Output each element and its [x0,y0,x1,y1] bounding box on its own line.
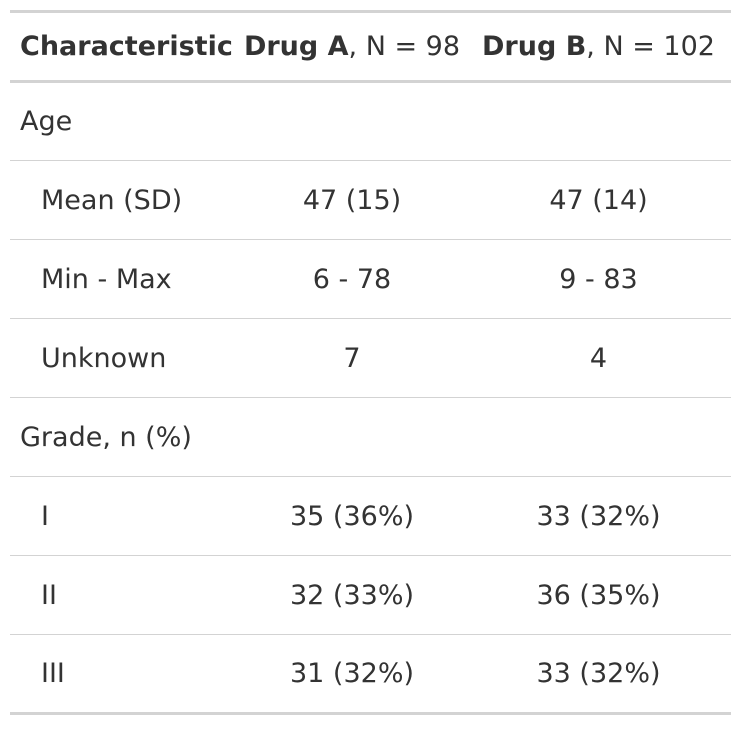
table-row: I 35 (36%) 33 (32%) [10,476,731,556]
cell-drug-b: 33 (32%) [466,476,731,556]
cell-drug-b: 47 (14) [466,160,731,240]
header-row: Characteristic Drug A, N = 98 Drug B, N … [10,11,731,83]
table-row: II 32 (33%) 36 (35%) [10,555,731,635]
row-label: Age [20,106,73,137]
table-row: Mean (SD) 47 (15) 47 (14) [10,160,731,240]
header-drug-a-name: Drug A [243,31,349,62]
header-drug-b-name: Drug B [482,31,587,62]
group-row-grade: Grade, n (%) [10,397,731,477]
cell-drug-a: 31 (32%) [238,634,466,714]
cell-drug-a: 35 (36%) [238,476,466,556]
summary-table: Characteristic Drug A, N = 98 Drug B, N … [10,10,731,715]
cell-drug-a [238,82,466,161]
cell-drug-a: 6 - 78 [238,239,466,319]
header-characteristic-label: Characteristic [20,31,233,62]
group-row-age: Age [10,82,731,161]
row-label: Grade, n (%) [10,397,238,477]
row-label: II [10,555,238,635]
cell-drug-a: 32 (33%) [238,555,466,635]
summary-table-container: Characteristic Drug A, N = 98 Drug B, N … [10,10,731,715]
cell-drug-b: 33 (32%) [466,634,731,714]
row-label: I [10,476,238,556]
header-characteristic: Characteristic [10,11,238,83]
cell-drug-a: 7 [238,318,466,398]
cell-drug-a [238,397,466,477]
header-drug-a-n: , N = 98 [348,31,461,62]
row-label: Unknown [10,318,238,398]
cell-drug-b: 4 [466,318,731,398]
header-drug-b-n: , N = 102 [586,31,715,62]
row-label: Min - Max [10,239,238,319]
table-row: Min - Max 6 - 78 9 - 83 [10,239,731,319]
header-drug-b: Drug B, N = 102 [466,11,731,83]
table-row: III 31 (32%) 33 (32%) [10,634,731,714]
row-label: Mean (SD) [10,160,238,240]
cell-drug-b: 9 - 83 [466,239,731,319]
table-row: Unknown 7 4 [10,318,731,398]
cell-drug-a: 47 (15) [238,160,466,240]
row-label: III [10,634,238,714]
cell-drug-b [466,82,731,161]
cell-drug-b [466,397,731,477]
header-drug-a: Drug A, N = 98 [238,11,466,83]
cell-drug-b: 36 (35%) [466,555,731,635]
